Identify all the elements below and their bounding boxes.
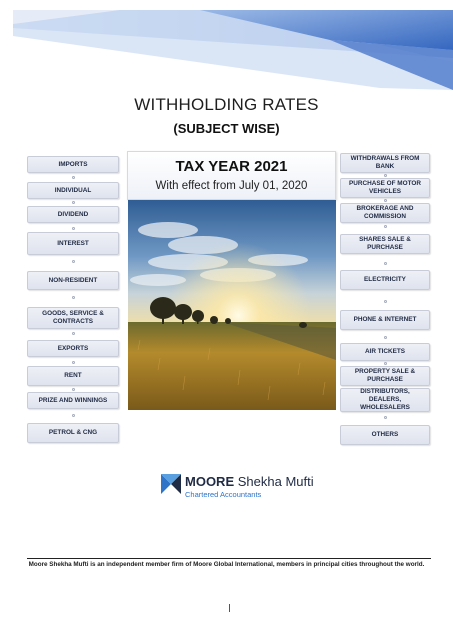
logo-name-rest: Shekha Mufti bbox=[237, 474, 314, 489]
right-item-air-tickets[interactable]: AIR TICKETS bbox=[340, 343, 430, 361]
connector-dot bbox=[384, 262, 387, 265]
connector-dot bbox=[384, 336, 387, 339]
right-item-distributors-dealers-wholesalers[interactable]: DISTRIBUTORS, DEALERS, WHOLESALERS bbox=[340, 388, 430, 412]
right-item-withdrawals-from-bank[interactable]: WITHDRAWALS FROM BANK bbox=[340, 153, 430, 173]
sunset-wheat-field-image bbox=[128, 200, 336, 410]
tax-year-card: TAX YEAR 2021 With effect from July 01, … bbox=[127, 151, 336, 200]
connector-dot bbox=[384, 416, 387, 419]
page-marker bbox=[229, 604, 230, 612]
right-item-others[interactable]: OTHERS bbox=[340, 425, 430, 445]
right-item-phone-internet[interactable]: PHONE & INTERNET bbox=[340, 310, 430, 330]
left-item-interest[interactable]: INTEREST bbox=[27, 232, 119, 255]
left-item-rent[interactable]: RENT bbox=[27, 366, 119, 386]
left-item-prize-and-winnings[interactable]: PRIZE AND WINNINGS bbox=[27, 392, 119, 409]
right-item-brokerage-and-commission[interactable]: BROKERAGE AND COMMISSION bbox=[340, 203, 430, 223]
right-item-property-sale-purchase[interactable]: PROPERTY SALE & PURCHASE bbox=[340, 366, 430, 386]
left-item-non-resident[interactable]: NON-RESIDENT bbox=[27, 271, 119, 290]
right-item-purchase-of-motor-vehicles[interactable]: PURCHASE OF MOTOR VEHICLES bbox=[340, 178, 430, 198]
connector-dot bbox=[72, 414, 75, 417]
connector-dot bbox=[384, 225, 387, 228]
connector-dot bbox=[384, 300, 387, 303]
left-item-individual[interactable]: INDIVIDUAL bbox=[27, 182, 119, 199]
left-item-dividend[interactable]: DIVIDEND bbox=[27, 206, 119, 223]
connector-dot bbox=[384, 174, 387, 177]
left-item-exports[interactable]: EXPORTS bbox=[27, 340, 119, 357]
document-title: WITHHOLDING RATES bbox=[134, 95, 319, 114]
document-subtitle: (SUBJECT WISE) bbox=[173, 121, 280, 136]
left-item-petrol-cng[interactable]: PETROL & CNG bbox=[27, 423, 119, 443]
connector-dot bbox=[72, 176, 75, 179]
tax-year-heading: TAX YEAR 2021 bbox=[175, 158, 288, 175]
left-item-goods-service-contracts[interactable]: GOODS, SERVICE & CONTRACTS bbox=[27, 307, 119, 329]
right-item-electricity[interactable]: ELECTRICITY bbox=[340, 270, 430, 290]
connector-dot bbox=[72, 332, 75, 335]
company-logo: MOORE Shekha Mufti Chartered Accountants bbox=[161, 473, 321, 503]
moore-logo-mark-icon bbox=[161, 474, 181, 494]
left-item-imports[interactable]: IMPORTS bbox=[27, 156, 119, 173]
connector-dot bbox=[72, 260, 75, 263]
footer-text: Moore Shekha Mufti is an independent mem… bbox=[28, 561, 425, 568]
connector-dot bbox=[384, 199, 387, 202]
effective-date: With effect from July 01, 2020 bbox=[155, 180, 308, 192]
logo-name: MOORE Shekha Mufti bbox=[185, 474, 314, 489]
connector-dot bbox=[72, 201, 75, 204]
connector-dot bbox=[384, 362, 387, 365]
header-banner bbox=[0, 0, 453, 100]
connector-dot bbox=[72, 227, 75, 230]
connector-dot bbox=[72, 296, 75, 299]
logo-name-bold: MOORE bbox=[185, 474, 235, 489]
connector-dot bbox=[72, 388, 75, 391]
right-item-shares-sale-purchase[interactable]: SHARES SALE & PURCHASE bbox=[340, 234, 430, 254]
footer-divider bbox=[27, 558, 431, 559]
logo-tagline: Chartered Accountants bbox=[185, 490, 262, 499]
connector-dot bbox=[72, 361, 75, 364]
